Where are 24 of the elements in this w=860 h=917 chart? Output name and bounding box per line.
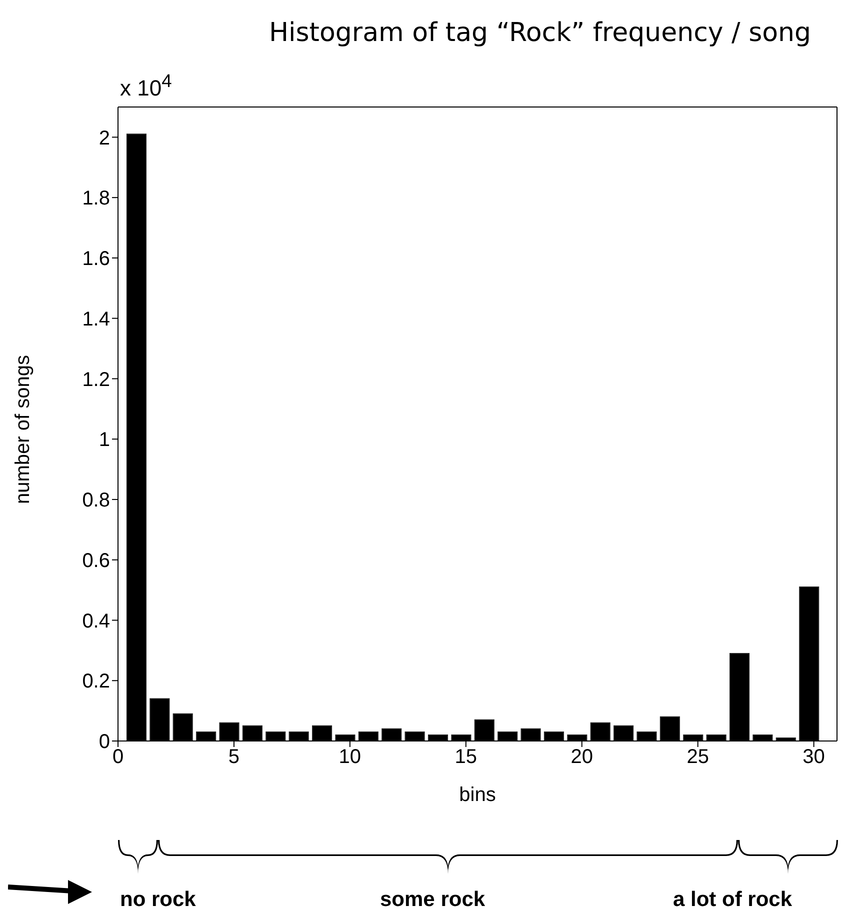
y-tick-label: 1.6 [82,248,110,270]
y-tick-label: 2 [98,127,110,150]
y-axis-title: number of songs [12,355,34,504]
text: x 10$^{4}$ [120,70,172,102]
text: a lot of rock [673,888,792,912]
y-tick-label: 0.8 [82,490,110,512]
x-axis-title: bins [459,784,496,806]
text: some rock [380,888,486,912]
y-tick-label: 1 [98,429,110,452]
y-tick-label: 1.4 [82,308,110,330]
x-tick-label: 10 [338,746,362,768]
chart-title: Histogram of tag “Rock” frequency / song [268,18,812,48]
x-tick-label: 20 [570,746,593,768]
y-tick-label: 1.8 [82,188,110,210]
y-tick-label: 0 [98,731,110,754]
x-tick-label: 15 [454,746,478,768]
y-tick-label: 0.6 [82,550,110,572]
x-tick-label: 25 [686,746,709,768]
x-tick-label: 5 [228,746,240,768]
y-tick-label: 0.4 [82,610,110,632]
x-tick-label: 30 [802,746,825,768]
y-tick-label: 0.2 [82,670,110,693]
y-tick-label: 1.2 [82,368,110,391]
text: no rock [120,888,196,912]
